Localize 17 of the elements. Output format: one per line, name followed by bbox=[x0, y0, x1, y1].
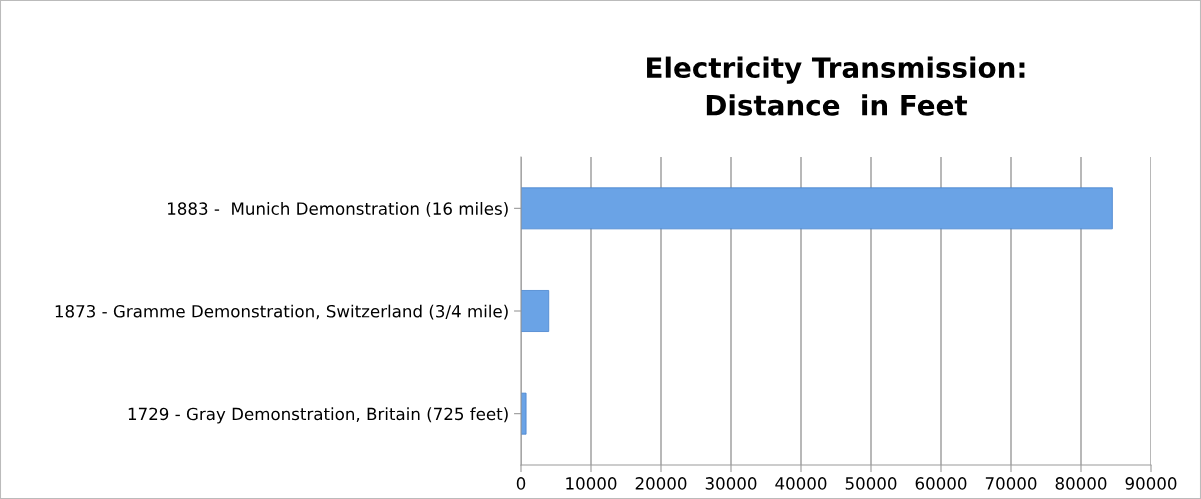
x-tick-label: 0 bbox=[516, 477, 526, 490]
x-tick-label: 10000 bbox=[566, 477, 617, 490]
x-tick-label: 30000 bbox=[705, 477, 757, 490]
x-tick-label: 70000 bbox=[985, 477, 1037, 490]
y-tick-label: 1729 - Gray Demonstration, Britain (725 feet) bbox=[128, 407, 508, 424]
x-tick-label: 40000 bbox=[775, 477, 827, 490]
bar bbox=[521, 290, 550, 332]
x-tick-label: 50000 bbox=[845, 477, 897, 490]
bar bbox=[521, 392, 527, 435]
x-tick-label: 60000 bbox=[915, 477, 967, 490]
x-tick-label: 90000 bbox=[1125, 477, 1177, 490]
chart-title: Electricity Transmission: Distance in Feet bbox=[647, 56, 1025, 116]
y-tick-label: 1873 - Gramme Demonstration, Switzerland (3/4 mile) bbox=[55, 304, 508, 320]
bar bbox=[521, 187, 1113, 230]
y-tick-label: 1883 - Munich Demonstration (16 miles) bbox=[168, 202, 508, 217]
x-tick-label: 20000 bbox=[635, 477, 687, 490]
x-tick-label: 80000 bbox=[1055, 477, 1107, 490]
